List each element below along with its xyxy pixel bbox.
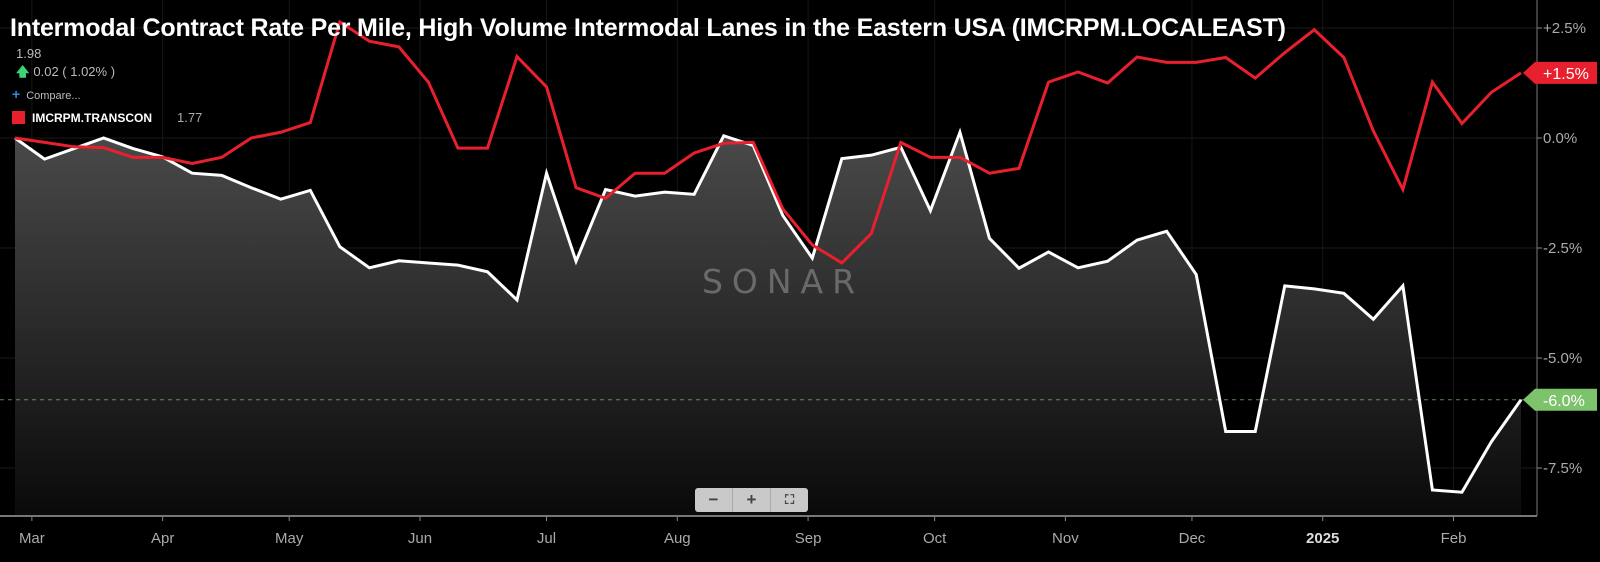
y-tick-label: -7.5% [1543, 460, 1582, 477]
series-layer [0, 19, 1537, 516]
plus-icon: + [746, 490, 757, 509]
x-tick-label: Apr [151, 530, 174, 547]
x-tick-label: Jun [408, 530, 432, 547]
arrow-up-icon: 🡅 [16, 64, 30, 79]
x-tick-label: 2025 [1306, 530, 1339, 547]
chart-title: Intermodal Contract Rate Per Mile, High … [10, 14, 1286, 42]
series-area-imcrpm-localeast [15, 132, 1521, 516]
y-tick-label: -2.5% [1543, 240, 1582, 257]
x-tick-label: Jul [537, 530, 556, 547]
last-value-badge-imcrpm-localeast [1523, 388, 1597, 411]
compare-label: Compare... [26, 90, 81, 102]
sonar-watermark: SONAR [702, 262, 864, 301]
last-value-badge-imcrpm-transcon [1523, 61, 1597, 84]
y-tick-label: -5.0% [1543, 350, 1582, 367]
x-tick-label: Nov [1052, 530, 1079, 547]
last-value-label-imcrpm-localeast: -6.0% [1543, 393, 1585, 410]
x-tick-label: Dec [1179, 530, 1206, 547]
zoom-controls: − + ⛶ [695, 488, 808, 512]
x-tick-label: Feb [1441, 530, 1467, 547]
compare-button[interactable]: + Compare... [12, 86, 81, 102]
series-line-imcrpm-transcon [14, 19, 1522, 265]
x-tick-label: Mar [19, 530, 45, 547]
change-value: 0.02 ( 1.02% ) [33, 64, 116, 79]
last-value-label-imcrpm-transcon: +1.5% [1543, 66, 1589, 83]
fullscreen-button[interactable]: ⛶ [771, 488, 808, 512]
x-tick-label: Sep [795, 530, 822, 547]
series-value: 1.77 [177, 110, 203, 125]
x-tick-label: Oct [923, 530, 947, 547]
series-line-imcrpm-localeast [14, 127, 1523, 494]
legend-series-transcon[interactable]: IMCRPM.TRANSCON 1.77 [12, 110, 202, 125]
fullscreen-icon: ⛶ [784, 492, 795, 507]
x-tick-label: May [275, 530, 304, 547]
y-tick-label: +2.5% [1543, 20, 1586, 37]
change-readout: 🡅 0.02 ( 1.02% ) [16, 63, 115, 85]
minus-icon: − [708, 490, 719, 509]
x-tick-label: Aug [664, 530, 691, 547]
current-value: 1.98 [16, 46, 42, 61]
y-tick-label: 0.0% [1543, 130, 1577, 147]
zoom-in-button[interactable]: + [733, 488, 771, 512]
series-name: IMCRPM.TRANSCON [32, 110, 152, 125]
plus-icon: + [12, 86, 21, 102]
zoom-out-button[interactable]: − [695, 488, 733, 512]
series-color-swatch [12, 111, 25, 124]
axes: Mar Apr May Jun Jul Aug Sep Oct Nov Dec 2025 Feb +2.… [0, 0, 1597, 547]
